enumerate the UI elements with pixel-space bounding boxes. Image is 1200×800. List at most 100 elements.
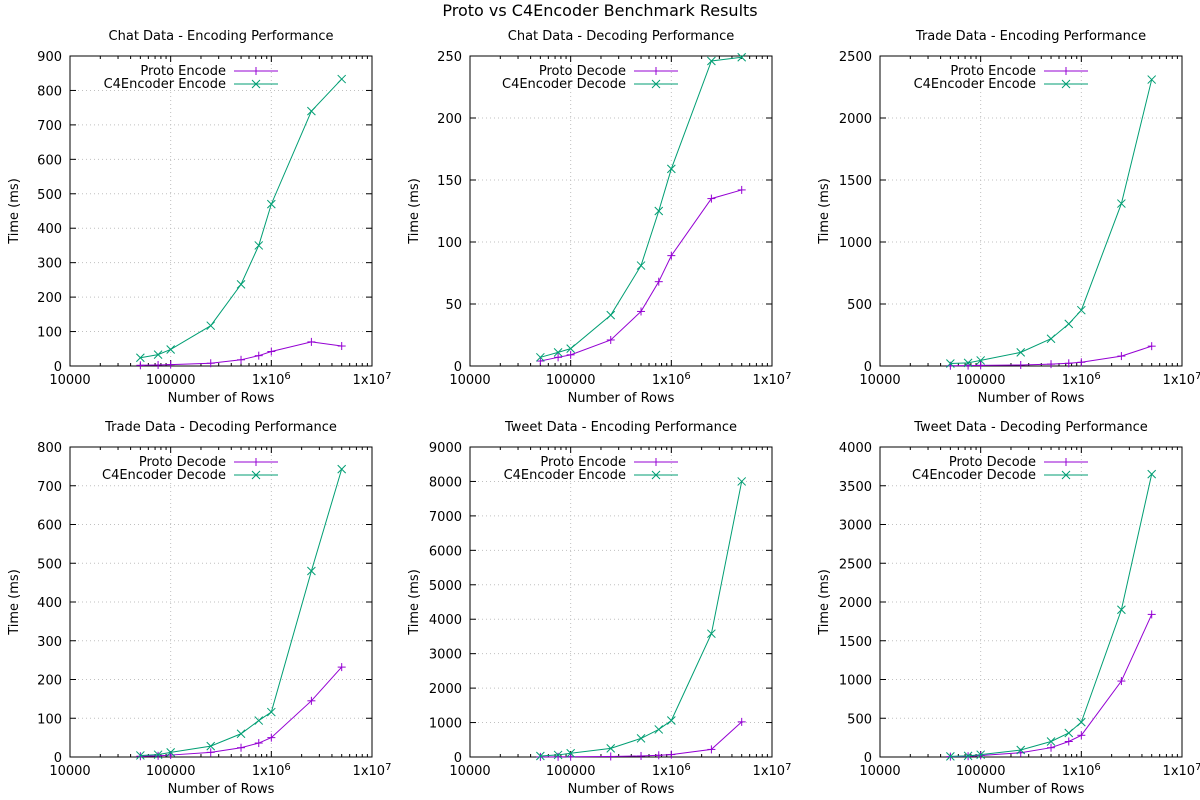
plot-frame xyxy=(879,55,1183,367)
data-point xyxy=(206,741,216,751)
data-point xyxy=(976,356,986,365)
x-tick-label: 1x107 xyxy=(1163,762,1200,779)
x-tick-label: 100000 xyxy=(956,764,1006,779)
y-tick-label: 700 xyxy=(37,119,62,134)
data-point xyxy=(636,734,646,743)
legend-marker xyxy=(251,470,261,480)
data-point xyxy=(1147,75,1157,84)
y-tick-label: 2500 xyxy=(839,557,872,572)
y-tick-label: 400 xyxy=(37,222,62,237)
y-tick-label: 100 xyxy=(37,712,62,727)
data-point xyxy=(1117,352,1126,361)
series-line-2 xyxy=(540,481,743,757)
y-tick-label: 1000 xyxy=(839,236,872,251)
legend-marker xyxy=(252,458,260,466)
data-point xyxy=(666,164,676,174)
data-point xyxy=(1016,361,1025,370)
data-point xyxy=(946,752,955,761)
y-tick-label: 3000 xyxy=(429,648,462,663)
y-tick-label: 4000 xyxy=(429,613,462,628)
chart-title: Tweet Data - Decoding Performance xyxy=(913,420,1148,435)
data-point xyxy=(536,357,545,366)
data-point xyxy=(237,743,246,752)
data-point xyxy=(237,355,246,364)
data-point xyxy=(566,752,575,761)
data-point xyxy=(254,716,264,725)
data-point xyxy=(536,751,545,761)
y-tick-label: 400 xyxy=(37,596,62,611)
y-tick-label: 1000 xyxy=(839,674,872,689)
data-point xyxy=(1046,737,1056,746)
data-point xyxy=(136,751,145,760)
x-tick-label: 10000 xyxy=(859,373,900,388)
data-point xyxy=(1117,677,1126,686)
x-axis-label: Number of Rows xyxy=(168,391,275,406)
y-axis-label: Time (ms) xyxy=(7,178,22,245)
data-point xyxy=(166,345,176,354)
data-point xyxy=(1016,348,1026,357)
data-point xyxy=(976,361,985,370)
data-point xyxy=(136,361,145,370)
data-point xyxy=(536,352,545,362)
data-point xyxy=(637,307,646,316)
legend-label: Proto Decode xyxy=(539,64,626,79)
y-axis-label: Time (ms) xyxy=(7,569,22,636)
y-tick-label: 900 xyxy=(37,50,62,65)
data-point xyxy=(667,251,676,260)
legend-marker xyxy=(1061,79,1071,89)
y-tick-label: 500 xyxy=(37,557,62,572)
legend-label: Proto Encode xyxy=(540,455,626,470)
chart-title: Chat Data - Decoding Performance xyxy=(508,29,734,44)
y-axis-label: Time (ms) xyxy=(817,178,832,245)
data-point xyxy=(606,752,615,761)
series-line-1 xyxy=(540,189,742,362)
data-point xyxy=(236,280,246,289)
data-point xyxy=(153,350,163,359)
data-point xyxy=(337,74,347,84)
data-point xyxy=(153,750,163,760)
data-point xyxy=(254,739,263,748)
plot-frame xyxy=(69,55,373,367)
y-tick-label: 300 xyxy=(37,257,62,272)
data-point xyxy=(307,106,316,116)
x-tick-label: 1x106 xyxy=(252,762,291,779)
data-point xyxy=(946,359,955,368)
legend-marker xyxy=(652,67,660,75)
data-point xyxy=(707,194,716,203)
data-point xyxy=(1147,342,1156,351)
y-tick-label: 250 xyxy=(437,50,462,65)
data-point xyxy=(254,351,263,360)
data-point xyxy=(737,185,746,194)
chart-title: Tweet Data - Encoding Performance xyxy=(504,420,737,435)
data-point xyxy=(136,752,145,761)
data-point xyxy=(554,752,563,761)
y-tick-label: 3000 xyxy=(839,519,872,534)
data-point xyxy=(1047,360,1056,369)
x-tick-label: 100000 xyxy=(146,764,196,779)
legend-label: C4Encoder Encode xyxy=(914,77,1036,92)
data-point xyxy=(553,348,563,357)
x-tick-label: 1x106 xyxy=(1062,762,1101,779)
legend-marker xyxy=(1062,67,1070,75)
y-tick-label: 700 xyxy=(37,480,62,495)
y-tick-label: 8000 xyxy=(429,475,462,490)
series-line-2 xyxy=(140,468,343,756)
y-tick-label: 2000 xyxy=(839,112,872,127)
data-point xyxy=(206,359,215,368)
data-point xyxy=(166,360,175,369)
x-tick-label: 1x107 xyxy=(753,371,792,388)
data-point xyxy=(637,751,646,760)
data-point xyxy=(1046,334,1056,344)
data-point xyxy=(267,733,276,742)
x-tick-label: 1x107 xyxy=(753,762,792,779)
data-point xyxy=(737,52,747,62)
x-tick-label: 100000 xyxy=(146,373,196,388)
data-point xyxy=(606,310,616,320)
data-point xyxy=(267,347,276,356)
data-point xyxy=(1147,610,1156,619)
y-tick-label: 200 xyxy=(37,674,62,689)
x-tick-label: 100000 xyxy=(546,373,596,388)
x-tick-label: 10000 xyxy=(449,373,490,388)
data-point xyxy=(654,751,663,760)
chart-title: Chat Data - Encoding Performance xyxy=(109,29,334,44)
